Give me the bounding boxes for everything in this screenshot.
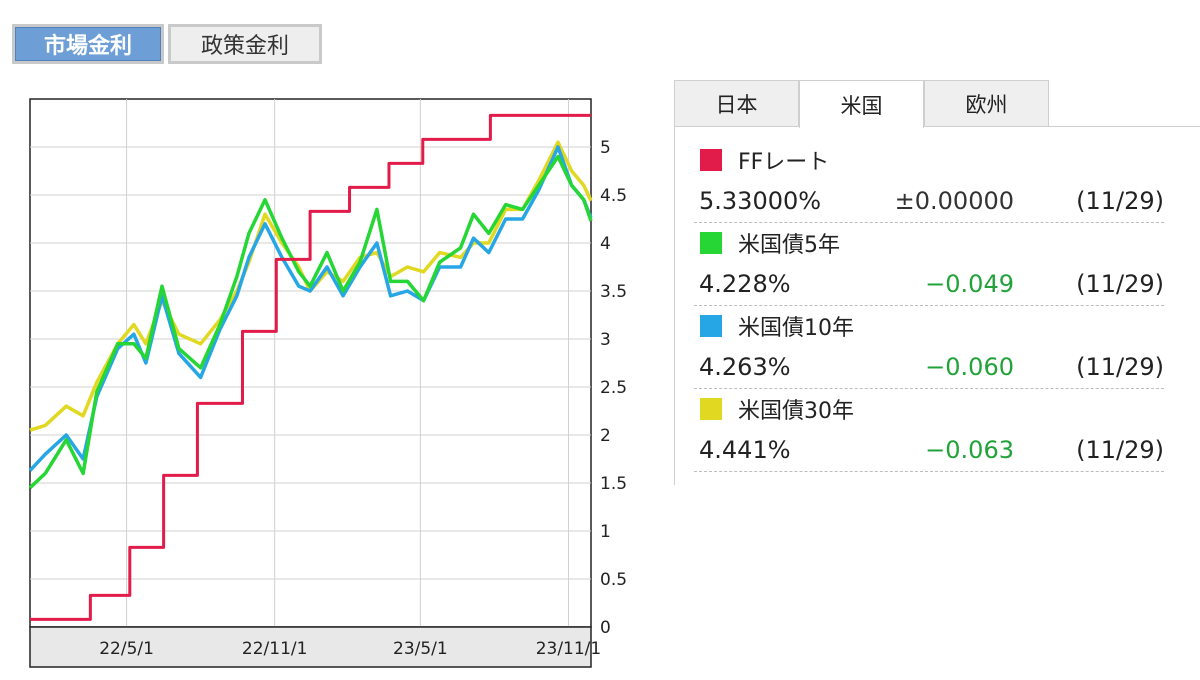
rate-list: FFレート 5.33000% ±0.00000 (11/29) 米国債5年 4.…: [694, 140, 1164, 472]
tab-us[interactable]: 米国: [799, 80, 924, 128]
rate-date: (11/29): [1076, 353, 1164, 381]
y-tick-label: 4: [600, 234, 611, 254]
rate-change: −0.063: [925, 436, 1014, 464]
series-line-5y: [28, 154, 593, 490]
region-tabs: 日本 米国 欧州: [674, 80, 1200, 128]
rate-panel: 日本 米国 欧州 FFレート 5.33000% ±0.00000 (11/29)…: [674, 80, 1200, 485]
x-tick-label: 23/11/1: [536, 639, 602, 659]
rate-values: 4.228% −0.049 (11/29): [694, 263, 1164, 306]
chart-series: [28, 113, 593, 621]
y-tick-label: 3: [600, 330, 611, 350]
rate-name: 米国債5年: [738, 233, 840, 258]
rate-date: (11/29): [1076, 187, 1164, 215]
tab-divider: [924, 126, 1200, 127]
x-tick-label: 22/11/1: [242, 639, 308, 659]
x-axis-band: [29, 626, 592, 668]
rate-values: 4.263% −0.060 (11/29): [694, 346, 1164, 389]
rate-name: FFレート: [738, 150, 830, 175]
legend-swatch: [700, 315, 722, 337]
rate-values: 4.441% −0.063 (11/29): [694, 429, 1164, 472]
y-tick-label: 1: [600, 522, 611, 542]
rate-item-5y: 米国債5年 4.228% −0.049 (11/29): [694, 223, 1164, 306]
rate-label: FFレート: [694, 140, 1164, 180]
y-tick-label: 5: [600, 138, 611, 158]
y-tick-label: 2.5: [600, 378, 627, 398]
rate-item-30y: 米国債30年 4.441% −0.063 (11/29): [694, 389, 1164, 472]
policy-rate-button[interactable]: 政策金利: [168, 24, 322, 64]
x-axis: 22/5/1 22/11/1 23/5/1 23/11/1: [99, 639, 601, 659]
legend-swatch: [700, 398, 722, 420]
x-tick-label: 22/5/1: [99, 639, 154, 659]
x-tick-label: 23/5/1: [393, 639, 448, 659]
rate-item-10y: 米国債10年 4.263% −0.060 (11/29): [694, 306, 1164, 389]
rate-change: ±0.00000: [894, 187, 1014, 215]
rate-item-ff: FFレート 5.33000% ±0.00000 (11/29): [694, 140, 1164, 223]
rate-value: 4.228%: [699, 270, 791, 298]
rate-name: 米国債30年: [738, 399, 854, 424]
rate-values: 5.33000% ±0.00000 (11/29): [694, 180, 1164, 223]
tab-japan[interactable]: 日本: [674, 80, 799, 127]
y-tick-label: 4.5: [600, 186, 627, 206]
tab-europe[interactable]: 欧州: [924, 80, 1049, 127]
y-tick-label: 2: [600, 426, 611, 446]
rate-value: 5.33000%: [699, 187, 822, 215]
rate-value: 4.263%: [699, 353, 791, 381]
rate-chart: 0 0.5 1 1.5 2 2.5 3 3.5 4 4.5 5 22/5/1 22/11/1 23/5/…: [28, 98, 627, 668]
y-tick-label: 3.5: [600, 282, 627, 302]
series-line-10y: [28, 145, 593, 472]
legend-swatch: [700, 232, 722, 254]
rate-label: 米国債30年: [694, 389, 1164, 429]
rate-label: 米国債10年: [694, 306, 1164, 346]
plot-area: [29, 98, 592, 628]
legend-swatch: [700, 149, 722, 171]
y-tick-label: 1.5: [600, 474, 627, 494]
rate-date: (11/29): [1076, 270, 1164, 298]
series-line-ff: [30, 113, 591, 621]
rate-date: (11/29): [1076, 436, 1164, 464]
y-axis: 0 0.5 1 1.5 2 2.5 3 3.5 4 4.5 5: [600, 138, 627, 638]
chart-grid: [30, 99, 591, 628]
panel-border: [674, 127, 675, 485]
market-rate-button[interactable]: 市場金利: [12, 24, 164, 64]
rate-label: 米国債5年: [694, 223, 1164, 263]
y-tick-label: 0.5: [600, 570, 627, 590]
rate-name: 米国債10年: [738, 316, 854, 341]
y-tick-label: 0: [600, 618, 611, 638]
rate-value: 4.441%: [699, 436, 791, 464]
rate-change: −0.060: [925, 353, 1014, 381]
rate-change: −0.049: [925, 270, 1014, 298]
